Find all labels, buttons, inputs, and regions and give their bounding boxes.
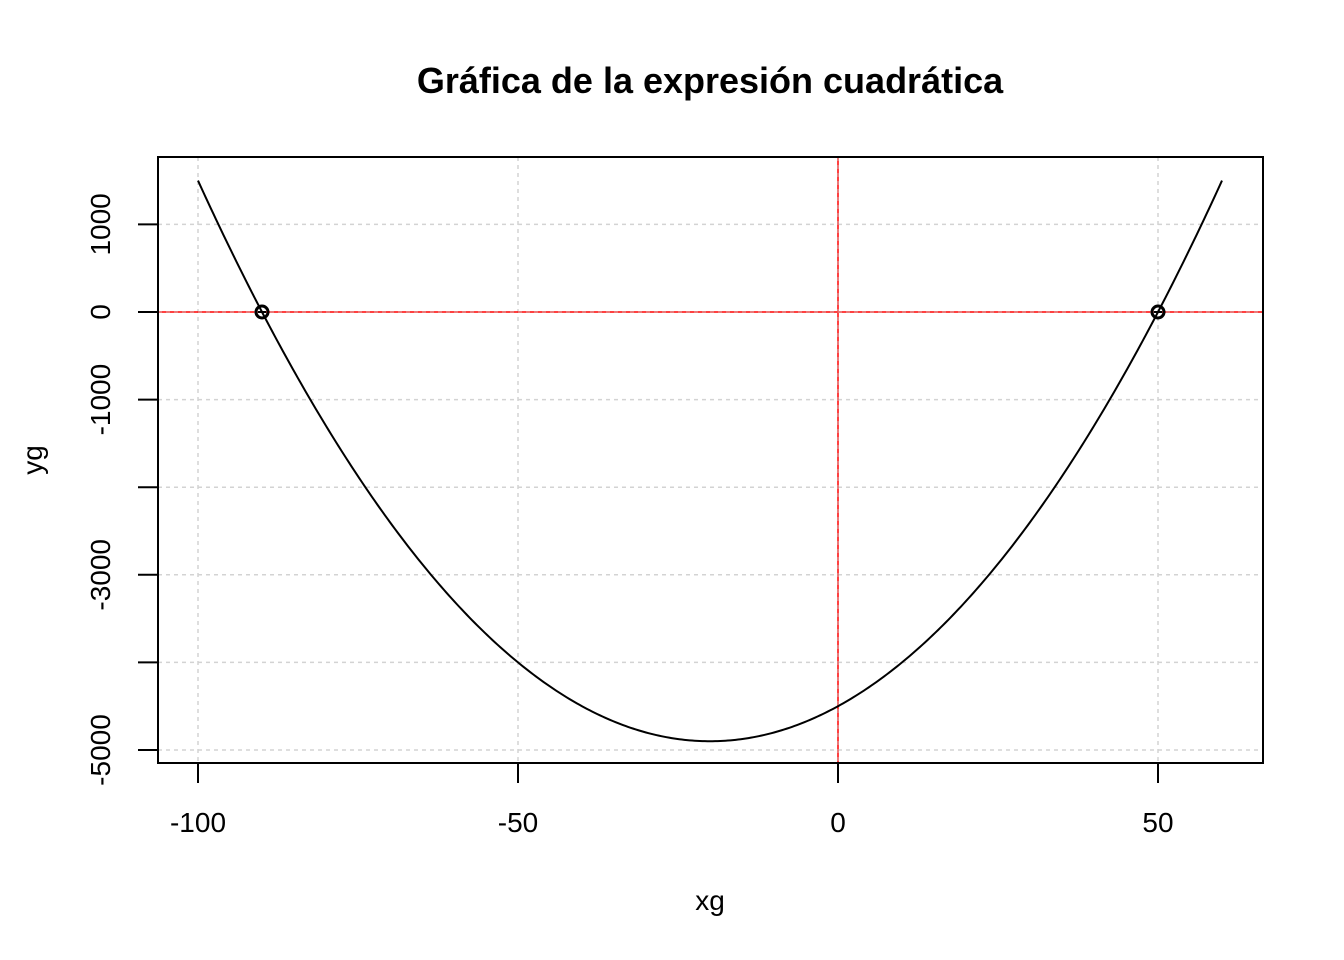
grid — [158, 157, 1263, 763]
y-tick-label: 1000 — [85, 193, 116, 255]
plot-frame — [157, 156, 1264, 764]
data-point — [254, 304, 270, 320]
data-point — [1150, 304, 1166, 320]
curve-layer — [197, 180, 1223, 743]
series-line — [197, 180, 1223, 743]
x-axis-label: xg — [695, 885, 725, 916]
x-tick-label: 50 — [1142, 807, 1173, 838]
y-axis: -5000 -3000 -1000 0 1000 — [85, 193, 159, 786]
chart-title: Gráfica de la expresión cuadrática — [417, 60, 1004, 101]
y-tick-label: -5000 — [85, 714, 116, 786]
y-tick-label: 0 — [85, 304, 116, 320]
x-tick-label: 0 — [830, 807, 846, 838]
y-tick-label: -3000 — [85, 539, 116, 611]
y-tick-label: -1000 — [85, 364, 116, 436]
x-tick-label: -100 — [170, 807, 226, 838]
x-axis: -100 -50 0 50 — [170, 762, 1174, 838]
reference-lines — [158, 157, 1263, 763]
x-tick-label: -50 — [498, 807, 538, 838]
y-axis-label: yg — [17, 445, 48, 475]
points-layer — [254, 304, 1166, 320]
